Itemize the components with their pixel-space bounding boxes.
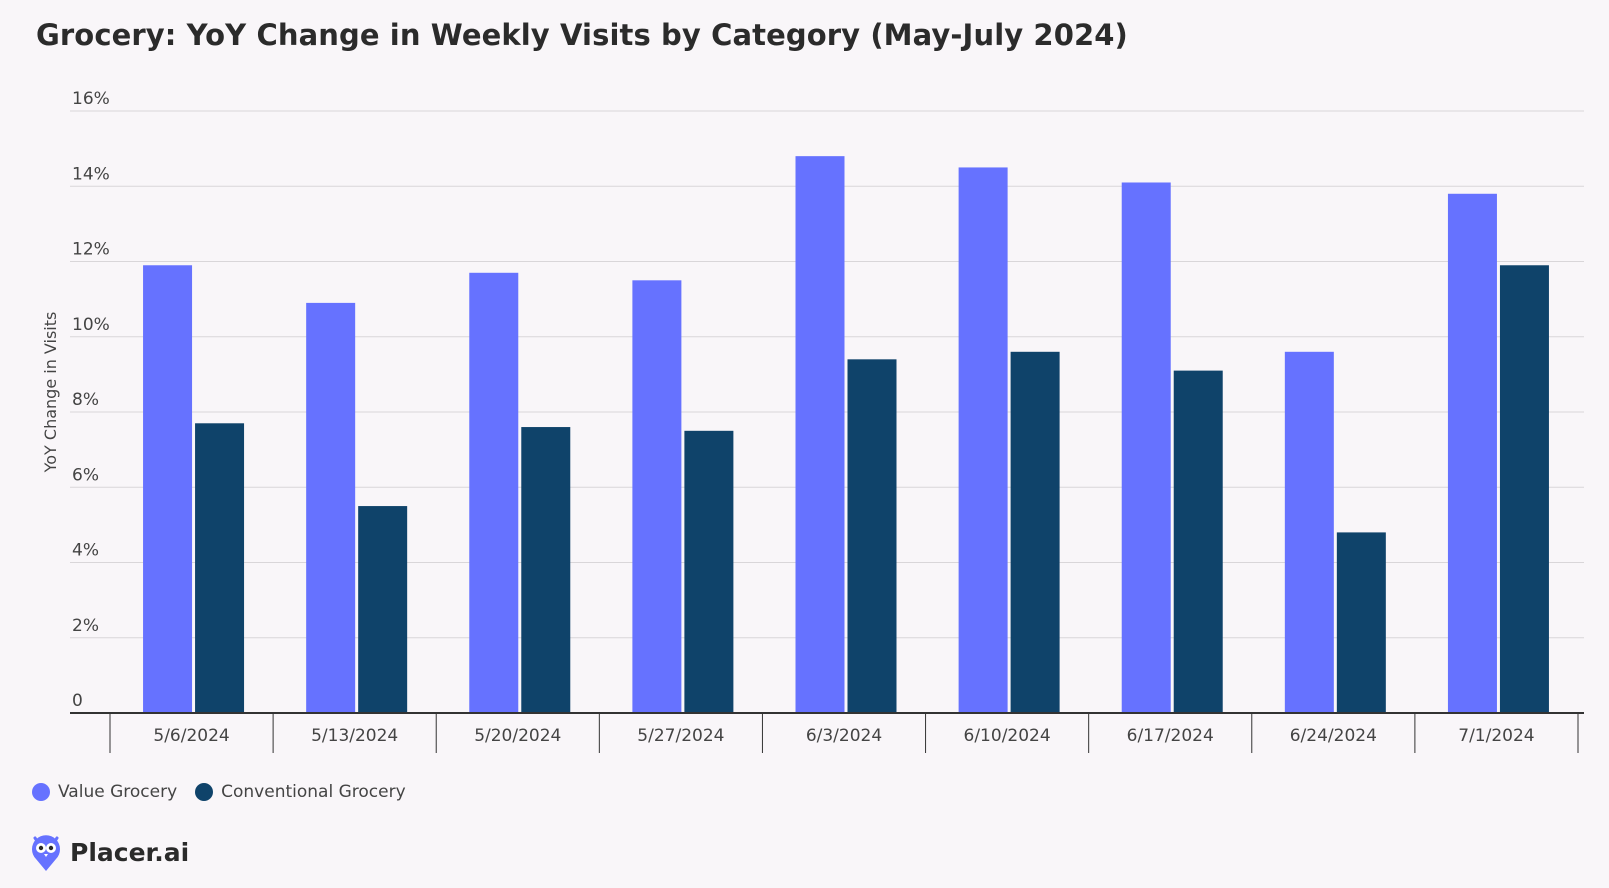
brand-name: Placer.ai: [70, 837, 190, 867]
legend-label-value-grocery: Value Grocery: [58, 782, 178, 802]
x-tick-label: 5/6/2024: [153, 726, 229, 746]
bar-conventional-grocery[interactable]: [1336, 532, 1386, 713]
y-tick-label: 8%: [72, 390, 99, 410]
x-tick-label: 6/24/2024: [1290, 726, 1377, 746]
y-tick-label: 2%: [72, 616, 99, 636]
bar-conventional-grocery[interactable]: [1173, 370, 1223, 713]
x-axis: 5/6/2024 5/13/2024 5/20/2024 5/27/2024 6/3/2…: [70, 712, 1584, 753]
bar-value-grocery[interactable]: [1447, 193, 1497, 713]
bars: [143, 156, 1549, 714]
legend-label-conventional-grocery: Conventional Grocery: [221, 782, 406, 802]
bar-value-grocery[interactable]: [306, 302, 356, 713]
bar-value-grocery[interactable]: [958, 167, 1008, 713]
y-axis-label: YoY Change in Visits: [41, 312, 60, 474]
y-tick-label: 10%: [72, 315, 110, 335]
bar-conventional-grocery[interactable]: [358, 506, 408, 713]
legend-dot-conventional-grocery: [195, 783, 214, 801]
owl-pin-icon: [32, 835, 60, 871]
bar-value-grocery[interactable]: [632, 280, 682, 713]
y-tick-label: 14%: [72, 164, 110, 184]
y-axis-ticks: 0 2% 4% 6% 8% 10% 12% 14% 16%: [72, 89, 110, 711]
brand-logo: Placer.ai: [30, 832, 189, 872]
bar-conventional-grocery[interactable]: [1499, 265, 1549, 713]
legend-item-conventional-grocery[interactable]: Conventional Grocery: [195, 782, 406, 802]
x-tick-label: 7/1/2024: [1458, 726, 1534, 746]
bar-conventional-grocery[interactable]: [684, 430, 734, 713]
bar-conventional-grocery[interactable]: [1010, 351, 1060, 713]
y-tick-label: 4%: [72, 541, 99, 561]
legend-item-value-grocery[interactable]: Value Grocery: [32, 782, 177, 802]
y-tick-label: 16%: [72, 89, 110, 109]
bar-value-grocery[interactable]: [1121, 182, 1171, 714]
bar-conventional-grocery[interactable]: [195, 423, 245, 713]
bar-conventional-grocery[interactable]: [847, 359, 897, 713]
bar-value-grocery[interactable]: [795, 156, 845, 713]
bar-value-grocery[interactable]: [1284, 351, 1334, 713]
bar-conventional-grocery[interactable]: [521, 427, 571, 713]
x-tick-label: 5/27/2024: [637, 726, 724, 746]
bar-value-grocery[interactable]: [143, 265, 193, 713]
legend: Value Grocery Conventional Grocery: [32, 782, 406, 802]
x-tick-label: 6/10/2024: [964, 726, 1051, 746]
y-tick-label: 6%: [72, 465, 99, 485]
chart-title: Grocery: YoY Change in Weekly Visits by …: [36, 18, 1128, 52]
x-tick-label: 5/13/2024: [311, 726, 398, 746]
x-tick-label: 5/20/2024: [474, 726, 561, 746]
legend-dot-value-grocery: [32, 783, 50, 801]
x-tick-label: 6/3/2024: [806, 726, 882, 746]
bar-value-grocery[interactable]: [469, 272, 519, 713]
y-tick-label: 0: [72, 691, 83, 711]
y-tick-label: 12%: [72, 240, 110, 260]
x-tick-label: 6/17/2024: [1127, 726, 1214, 746]
